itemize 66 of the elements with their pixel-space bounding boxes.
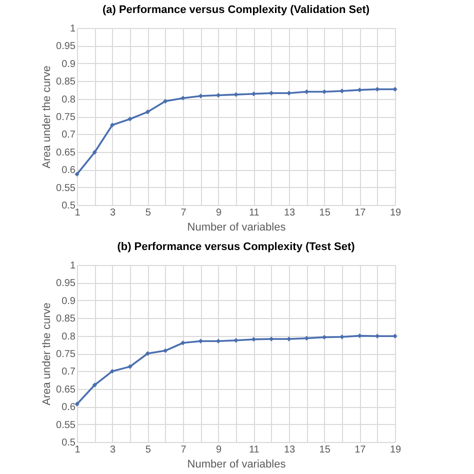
x-tick-label: 3 (110, 444, 116, 456)
y-tick-label: 0.85 (56, 76, 76, 88)
x-tick-label: 9 (216, 208, 222, 218)
y-tick-label: 0.6 (62, 165, 76, 176)
y-tick-label: 0.5 (62, 200, 76, 212)
y-tick-label: 0.9 (62, 296, 76, 307)
x-tick-label: 13 (284, 208, 296, 218)
x-tick-label: 3 (110, 208, 116, 218)
x-tick-label: 11 (248, 444, 260, 456)
x-tick-label: 7 (180, 208, 187, 218)
point (74, 402, 80, 406)
point (162, 348, 168, 354)
x-tick-label: 17 (354, 208, 366, 218)
x-tick-label: 15 (319, 444, 331, 456)
y-tick-label: 0.75 (56, 349, 76, 360)
y-tick-label: 0.65 (56, 384, 76, 396)
y-axis-title: Area under the curve (41, 302, 54, 406)
x-tick-label: 19 (390, 208, 402, 218)
point (180, 96, 186, 100)
y-tick-label: 0.5 (62, 438, 76, 448)
point (234, 338, 238, 343)
point (162, 98, 168, 104)
point (340, 88, 344, 94)
y-tick-label: 1 (70, 24, 76, 34)
point (110, 368, 115, 374)
y-axis-title: Area under the curve (41, 66, 54, 168)
x-axis-title: Number of variables (187, 222, 286, 234)
point (92, 382, 98, 388)
x-tick-label: 5 (145, 444, 152, 456)
chart-title: (a) Performance versus Complexity (Validation Set) (102, 4, 370, 16)
point (234, 92, 238, 97)
x-tick-label: 5 (145, 208, 152, 218)
y-tick-label: 0.6 (62, 402, 76, 414)
point (286, 336, 292, 342)
y-tick-label: 0.7 (62, 130, 76, 141)
x-tick-label: 9 (216, 444, 222, 456)
x-tick-label: 15 (319, 208, 331, 218)
y-tick-label: 0.95 (56, 41, 76, 52)
y-tick-label: 0.8 (62, 94, 76, 106)
point (145, 110, 150, 114)
point (110, 122, 115, 128)
y-tick-label: 0.8 (62, 331, 76, 342)
x-tick-label: 11 (248, 208, 260, 218)
chart-title: (b) Performance versus Complexity (Test Set) (117, 241, 356, 253)
y-tick-label: 0.9 (62, 58, 76, 70)
point (180, 340, 186, 346)
point (392, 334, 398, 338)
x-axis-title: Number of variables (187, 458, 286, 470)
point (340, 334, 344, 340)
y-tick-label: 0.7 (62, 366, 76, 378)
x-tick-label: 7 (180, 444, 187, 456)
y-tick-label: 0.65 (56, 147, 76, 158)
y-tick-label: 1 (70, 260, 76, 272)
y-tick-label: 0.75 (56, 112, 76, 123)
point (74, 172, 80, 177)
x-tick-label: 19 (390, 444, 402, 456)
y-tick-label: 0.95 (56, 278, 76, 290)
y-tick-label: 0.85 (56, 314, 76, 325)
point (128, 364, 132, 369)
y-tick-label: 0.55 (56, 420, 76, 431)
y-tick-label: 0.55 (56, 182, 76, 194)
point (286, 90, 292, 96)
x-tick-label: 17 (354, 444, 366, 456)
point (92, 150, 98, 155)
point (128, 116, 132, 122)
x-tick-label: 13 (284, 444, 296, 456)
